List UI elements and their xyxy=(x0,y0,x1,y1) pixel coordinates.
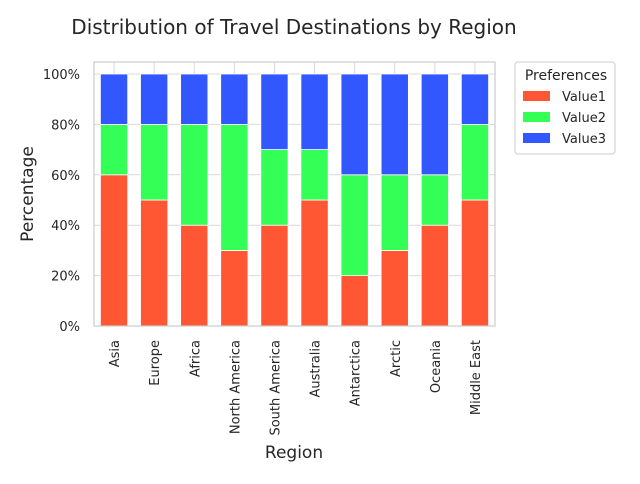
x-tick-labels: Asia Europe Africa North America South Ameri… xyxy=(108,340,484,436)
y-tick-label: 60% xyxy=(51,169,80,184)
y-tick-label: 100% xyxy=(43,68,80,83)
bar-value2-middle-east xyxy=(460,124,489,201)
bar-value3-oceania xyxy=(420,73,449,176)
bar-value1-australia xyxy=(300,199,329,327)
bar-value3-arctic xyxy=(380,73,409,176)
bar-value1-north-america xyxy=(220,249,249,327)
legend-frame xyxy=(514,61,616,155)
legend: Preferences Value1 Value2 Value3 xyxy=(514,61,616,155)
x-tick-label: Oceania xyxy=(429,340,444,393)
x-axis-label: Region xyxy=(265,443,323,463)
y-tick-labels: 0% 20% 40% 60% 80% 100% xyxy=(43,68,80,335)
legend-label: Value2 xyxy=(562,111,606,126)
y-tick-label: 40% xyxy=(51,219,80,234)
legend-swatch-value1 xyxy=(523,91,550,101)
bar-value1-asia xyxy=(100,174,129,327)
legend-label: Value1 xyxy=(562,90,606,105)
bar-value2-oceania xyxy=(420,174,449,226)
x-tick-label: South America xyxy=(268,340,283,436)
bar-value3-south-america xyxy=(260,73,289,150)
bar-value3-middle-east xyxy=(460,73,489,125)
chart-title: Distribution of Travel Destinations by R… xyxy=(71,15,516,39)
bar-value1-middle-east xyxy=(460,199,489,327)
bar-value3-europe xyxy=(140,73,169,125)
bar-value2-europe xyxy=(140,124,169,201)
x-tick-label: Middle East xyxy=(469,340,484,415)
bars xyxy=(100,73,489,327)
y-axis-label: Percentage xyxy=(18,146,38,242)
legend-title: Preferences xyxy=(525,68,607,84)
y-tick-label: 80% xyxy=(51,118,80,133)
bar-value1-south-america xyxy=(260,224,289,327)
bar-value2-australia xyxy=(300,149,329,201)
bar-value1-africa xyxy=(180,224,209,327)
bar-value2-antarctica xyxy=(340,174,369,277)
x-tick-label: Asia xyxy=(108,340,123,367)
legend-label: Value3 xyxy=(562,132,606,147)
bar-value1-oceania xyxy=(420,224,449,327)
legend-swatch-value3 xyxy=(523,133,550,143)
bar-value2-africa xyxy=(180,124,209,226)
y-tick-label: 0% xyxy=(59,320,80,335)
x-tick-label: Arctic xyxy=(389,340,404,377)
bar-value3-australia xyxy=(300,73,329,150)
y-tick-label: 20% xyxy=(51,270,80,285)
bar-value1-europe xyxy=(140,199,169,327)
bar-value2-asia xyxy=(100,124,129,176)
x-tick-label: Africa xyxy=(188,340,203,377)
bar-value3-north-america xyxy=(220,73,249,125)
bar-value1-arctic xyxy=(380,249,409,327)
bar-value3-africa xyxy=(180,73,209,125)
bar-value2-arctic xyxy=(380,174,409,251)
plot-frame xyxy=(93,61,496,327)
x-tick-label: Europe xyxy=(148,340,163,386)
x-tick-label: Antarctica xyxy=(349,340,364,406)
x-tick-label: North America xyxy=(228,340,243,434)
bar-value3-antarctica xyxy=(340,73,369,176)
bar-value2-south-america xyxy=(260,149,289,226)
x-tick-label: Australia xyxy=(309,340,324,398)
bar-value1-antarctica xyxy=(340,275,369,327)
legend-swatch-value2 xyxy=(523,112,550,122)
bar-value2-north-america xyxy=(220,124,249,251)
bar-value3-asia xyxy=(100,73,129,125)
